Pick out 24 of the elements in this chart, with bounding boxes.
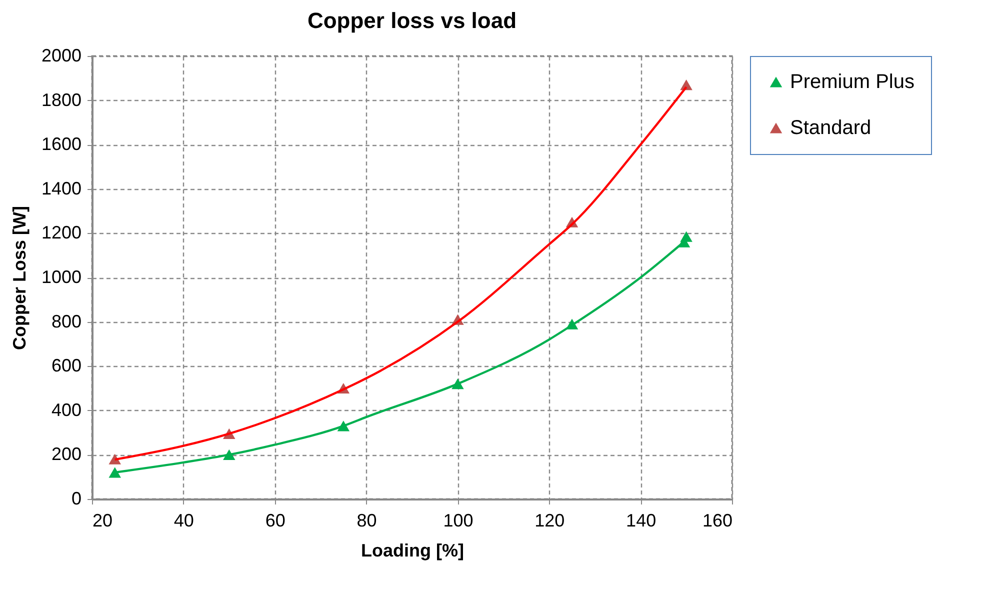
legend-label: Premium Plus — [790, 71, 914, 93]
y-tick-label: 1200 — [41, 222, 82, 243]
y-tick-label: 600 — [51, 356, 82, 376]
x-tick-label: 140 — [626, 510, 656, 530]
y-tick-label: 1000 — [41, 267, 82, 287]
y-tick-label: 800 — [51, 311, 82, 332]
y-tick-label: 1800 — [41, 90, 82, 110]
x-axis-title: Loading [%] — [361, 540, 464, 560]
x-tick-label: 120 — [534, 510, 565, 530]
chart-title: Copper loss vs load — [307, 8, 517, 33]
y-tick-label: 2000 — [41, 46, 82, 66]
x-tick-label: 60 — [265, 510, 286, 530]
y-tick-label: 1600 — [41, 134, 82, 154]
x-tick-label: 100 — [443, 510, 474, 530]
x-tick-label: 20 — [92, 510, 113, 530]
x-tick-label: 80 — [356, 510, 377, 530]
y-tick-label: 400 — [51, 400, 82, 420]
y-tick-label: 0 — [71, 488, 82, 508]
legend-label: Standard — [790, 117, 872, 139]
y-axis-title: Copper Loss [W] — [9, 206, 30, 350]
y-tick-label: 1400 — [41, 178, 82, 198]
x-tick-label: 160 — [702, 510, 732, 530]
y-tick-label: 200 — [51, 444, 82, 464]
x-tick-label: 40 — [174, 510, 194, 530]
